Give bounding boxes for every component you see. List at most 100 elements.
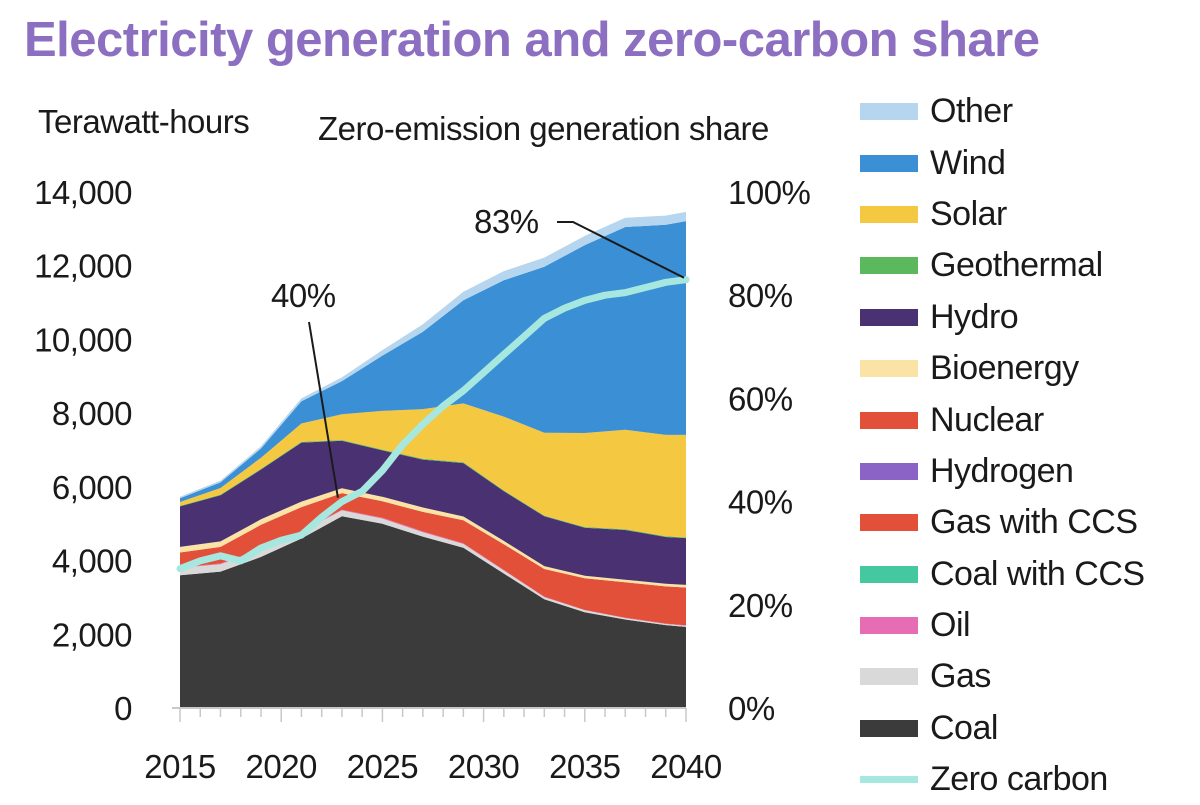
x-tick-label-2035: 2035 (549, 748, 620, 785)
x-tick-label-2030: 2030 (448, 748, 520, 785)
zero-carbon-point (522, 334, 526, 338)
legend-item-other: Other (860, 86, 1190, 137)
legend-swatch-bioenergy (860, 360, 918, 378)
x-tick-label-2040: 2040 (650, 748, 722, 785)
legend-label-bioenergy: Bioenergy (930, 349, 1079, 388)
right-tick-label-40: 40% (728, 484, 793, 521)
left-tick-label-12000: 12,000 (34, 248, 132, 285)
zero-carbon-point (178, 567, 182, 571)
legend-item-gas-with-ccs: Gas with CCS (860, 497, 1190, 548)
legend-item-coal: Coal (860, 703, 1190, 754)
legend-label-gas-with-ccs: Gas with CCS (930, 503, 1138, 542)
zero-carbon-point (603, 293, 607, 297)
left-tick-label-2000: 2,000 (52, 616, 132, 653)
legend-item-hydro: Hydro (860, 292, 1190, 343)
right-tick-label-20: 20% (728, 587, 793, 624)
legend-label-wind: Wind (930, 143, 1006, 182)
legend-label-coal-with-ccs: Coal with CCS (930, 554, 1145, 593)
zero-carbon-point (380, 469, 384, 473)
annotation-83-label: 83% (474, 203, 539, 240)
legend-swatch-coal (860, 719, 918, 737)
legend-item-geothermal: Geothermal (860, 240, 1190, 291)
left-tick-label-10000: 10,000 (34, 321, 132, 358)
zero-carbon-point (279, 538, 283, 542)
left-tick-label-14000: 14,000 (34, 174, 132, 211)
legend-swatch-nuclear (860, 411, 918, 429)
left-tick-label-0: 0 (114, 690, 132, 727)
legend-swatch-hydrogen (860, 462, 918, 480)
annotation-40-label: 40% (271, 277, 336, 314)
right-axis-label: Zero-emission generation share (318, 110, 769, 147)
annotation-83-leader (557, 221, 685, 279)
annotations: 40% 83% (271, 203, 685, 498)
legend-label-solar: Solar (930, 194, 1007, 233)
zero-carbon-point (684, 278, 688, 282)
area-solar (180, 403, 686, 538)
right-y-axis: 0% 20% 40% 60% 80% 100% (728, 174, 811, 727)
legend-label-oil: Oil (930, 606, 971, 645)
right-tick-label-0: 0% (728, 690, 775, 727)
legend-swatch-oil (860, 617, 918, 635)
area-hydro (180, 440, 686, 585)
zero-carbon-point (360, 489, 364, 493)
legend-item-bioenergy: Bioenergy (860, 343, 1190, 394)
legend-label-hydrogen: Hydrogen (930, 451, 1074, 490)
legend-item-gas: Gas (860, 651, 1190, 702)
legend-label-hydro: Hydro (930, 297, 1019, 336)
legend-label-zero-carbon: Zero carbon (930, 760, 1108, 799)
zero-carbon-point (218, 554, 222, 558)
legend-item-hydrogen: Hydrogen (860, 446, 1190, 497)
zero-carbon-point (239, 559, 243, 563)
legend-swatch-geothermal (860, 257, 918, 275)
zero-carbon-point (421, 422, 425, 426)
legend-item-coal-with-ccs: Coal with CCS (860, 549, 1190, 600)
left-tick-label-6000: 6,000 (52, 469, 132, 506)
annotation-40-leader (308, 321, 339, 498)
left-y-axis: 0 2,000 4,000 6,000 8,000 10,000 12,000 14,000 (34, 174, 133, 727)
zero-carbon-line (176, 276, 690, 573)
zero-carbon-line-layer (176, 276, 690, 573)
legend-swatch-other (860, 103, 918, 121)
legend-item-zero-carbon: Zero carbon (860, 754, 1190, 805)
zero-carbon-point (320, 515, 324, 519)
legend-swatch-coal-with-ccs (860, 565, 918, 583)
x-axis: 2015 2020 2025 2030 2035 2040 (144, 707, 722, 785)
x-tick-label-2020: 2020 (245, 748, 317, 785)
zero-carbon-point (623, 291, 627, 295)
legend-swatch-gas (860, 668, 918, 686)
zero-carbon-point (441, 404, 445, 408)
legend-swatch-zero-carbon (860, 776, 918, 784)
legend-swatch-wind (860, 154, 918, 172)
left-tick-label-4000: 4,000 (52, 543, 132, 580)
area-wind (180, 221, 686, 502)
legend-item-oil: Oil (860, 600, 1190, 651)
stacked-areas (180, 211, 686, 708)
zero-carbon-point (482, 371, 486, 375)
x-tick-label-2025: 2025 (347, 748, 418, 785)
area-coal (180, 516, 686, 708)
legend-swatch-solar (860, 205, 918, 223)
zero-carbon-point (401, 443, 405, 447)
zero-carbon-point (299, 533, 303, 537)
left-axis-label: Terawatt-hours (38, 103, 249, 140)
legend-item-wind: Wind (860, 137, 1190, 188)
zero-carbon-point (542, 316, 546, 320)
legend-swatch-hydro (860, 308, 918, 326)
zero-carbon-point (198, 559, 202, 563)
legend-label-nuclear: Nuclear (930, 400, 1044, 439)
x-tick-label-2015: 2015 (144, 748, 215, 785)
legend-item-solar: Solar (860, 189, 1190, 240)
zero-carbon-point (340, 500, 344, 504)
zero-carbon-point (259, 546, 263, 550)
right-tick-label-100: 100% (728, 174, 811, 211)
legend-label-gas: Gas (930, 657, 991, 696)
legend-item-nuclear: Nuclear (860, 394, 1190, 445)
zero-carbon-point (644, 285, 648, 289)
left-tick-label-8000: 8,000 (52, 395, 132, 432)
zero-carbon-point (461, 389, 465, 393)
legend-label-coal: Coal (930, 708, 998, 747)
legend-swatch-gas-with-ccs (860, 514, 918, 532)
legend-label-geothermal: Geothermal (930, 246, 1103, 285)
right-tick-label-60: 60% (728, 380, 793, 417)
zero-carbon-point (502, 353, 506, 357)
